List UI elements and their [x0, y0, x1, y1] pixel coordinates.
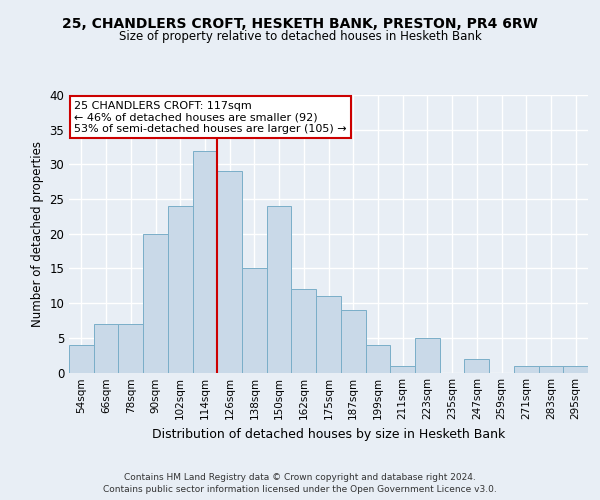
Bar: [94, 324, 118, 372]
Y-axis label: Number of detached properties: Number of detached properties: [31, 141, 44, 327]
Bar: [316, 296, 341, 372]
Bar: [464, 358, 489, 372]
Text: Size of property relative to detached houses in Hesketh Bank: Size of property relative to detached ho…: [119, 30, 481, 43]
Bar: [514, 366, 539, 372]
Text: Contains public sector information licensed under the Open Government Licence v3: Contains public sector information licen…: [103, 485, 497, 494]
Bar: [292, 289, 316, 372]
Text: 25, CHANDLERS CROFT, HESKETH BANK, PRESTON, PR4 6RW: 25, CHANDLERS CROFT, HESKETH BANK, PREST…: [62, 18, 538, 32]
Bar: [563, 366, 588, 372]
Bar: [168, 206, 193, 372]
Text: Contains HM Land Registry data © Crown copyright and database right 2024.: Contains HM Land Registry data © Crown c…: [124, 472, 476, 482]
Text: 25 CHANDLERS CROFT: 117sqm
← 46% of detached houses are smaller (92)
53% of semi: 25 CHANDLERS CROFT: 117sqm ← 46% of deta…: [74, 100, 347, 134]
Bar: [539, 366, 563, 372]
Bar: [118, 324, 143, 372]
Bar: [143, 234, 168, 372]
Bar: [365, 345, 390, 372]
Bar: [217, 172, 242, 372]
Bar: [69, 345, 94, 372]
Bar: [193, 150, 217, 372]
Bar: [242, 268, 267, 372]
Bar: [390, 366, 415, 372]
X-axis label: Distribution of detached houses by size in Hesketh Bank: Distribution of detached houses by size …: [152, 428, 505, 441]
Bar: [267, 206, 292, 372]
Bar: [415, 338, 440, 372]
Bar: [341, 310, 365, 372]
